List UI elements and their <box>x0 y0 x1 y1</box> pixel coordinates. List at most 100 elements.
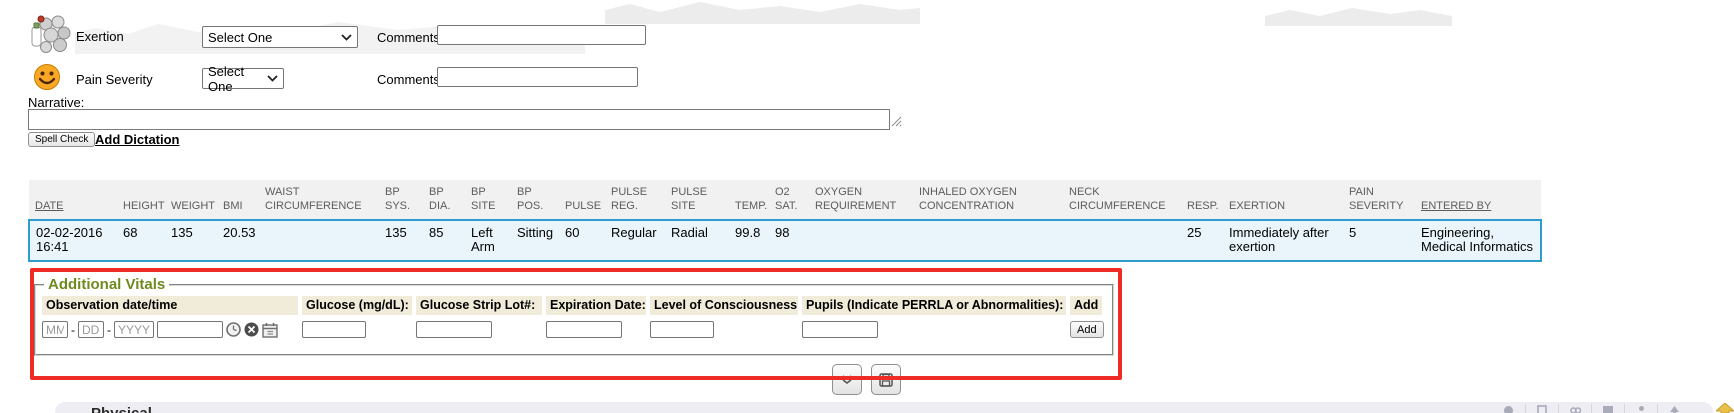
clear-x-icon <box>244 322 259 337</box>
monitor-icon <box>1603 406 1613 413</box>
add-dictation-link[interactable]: Add Dictation <box>95 132 180 147</box>
glucose-strip-lot-cell <box>416 321 542 338</box>
narrative-label: Narrative: <box>28 95 85 110</box>
col-bp-dia: BP DIA. <box>423 180 465 220</box>
glucose-input[interactable] <box>302 321 366 338</box>
col-weight: WEIGHT <box>165 180 217 220</box>
link-icon <box>1569 407 1581 413</box>
pain-comments-input[interactable] <box>437 67 638 87</box>
expiration-date-input[interactable] <box>546 321 622 338</box>
footer-toolbar-button[interactable] <box>1492 404 1525 413</box>
header-add: Add <box>1070 296 1102 315</box>
col-date[interactable]: DATE <box>29 180 117 220</box>
cell-pulse: 60 <box>559 218 605 263</box>
col-pain-severity: PAIN SEVERITY <box>1343 180 1415 220</box>
footer-toolbar-button[interactable] <box>1591 404 1624 413</box>
narrative-textarea[interactable] <box>28 109 890 130</box>
level-of-consciousness-input[interactable] <box>650 321 714 338</box>
time-picker-button[interactable] <box>226 322 241 337</box>
additional-vitals-fieldset: Additional Vitals Observation date/time … <box>34 276 1114 356</box>
cell-date: 02-02-2016 16:41 <box>28 218 117 263</box>
expiration-date-cell <box>546 321 646 338</box>
spell-check-button[interactable]: Spell Check <box>28 132 96 147</box>
col-pulse: PULSE <box>559 180 605 220</box>
cell-bp-site: Left Arm <box>465 218 511 263</box>
footer-toolbar-button[interactable] <box>1657 404 1690 413</box>
smiley-face-icon <box>34 64 60 90</box>
col-o2-sat: O2 SAT. <box>769 180 809 220</box>
cell-exertion: Immediately after exertion <box>1223 218 1343 263</box>
cell-bp-dia: 85 <box>423 218 465 263</box>
col-oxygen-requirement: OXYGEN REQUIREMENT <box>809 180 913 220</box>
save-button[interactable] <box>871 364 901 395</box>
vitals-data-row[interactable]: 02-02-2016 16:41 68 135 20.53 135 85 Lef… <box>28 218 1542 263</box>
header-level-of-consciousness: Level of Consciousness: <box>650 296 798 315</box>
footer-toolbar-button[interactable] <box>1525 404 1558 413</box>
clear-date-button[interactable] <box>244 322 259 337</box>
cell-temp: 99.8 <box>729 218 769 263</box>
col-bp-site: BP SITE <box>465 180 511 220</box>
cell-bp-sys: 135 <box>379 218 423 263</box>
exertion-comments-label: Comments <box>377 30 440 45</box>
cell-inhaled-oxygen-concentration <box>913 218 1063 263</box>
col-bmi: BMI <box>217 180 259 220</box>
exertion-weights-icon <box>31 15 71 53</box>
cell-waist-circumference <box>259 218 379 263</box>
exertion-select[interactable]: Select One <box>202 26 358 48</box>
footer-section-title: Physical <box>91 405 152 413</box>
footer-toolbar-button[interactable] <box>1624 404 1657 413</box>
document-icon <box>1537 405 1547 413</box>
day-input[interactable] <box>78 321 104 338</box>
cell-height: 68 <box>117 218 165 263</box>
col-waist-circumference: WAIST CIRCUMFERENCE <box>259 180 379 220</box>
glucose-strip-lot-input[interactable] <box>416 321 492 338</box>
cell-pulse-reg: Regular <box>605 218 665 263</box>
glucose-cell <box>302 321 412 338</box>
additional-vitals-grid: Observation date/time Glucose (mg/dL): G… <box>42 296 1106 338</box>
scroll-hint-arrow-icon[interactable] <box>1716 403 1734 413</box>
header-expiration-date: Expiration Date: <box>546 296 646 315</box>
pupils-input[interactable] <box>802 321 878 338</box>
pain-severity-select[interactable]: Select One <box>202 64 284 94</box>
time-input[interactable] <box>157 321 223 338</box>
save-disk-icon <box>879 372 893 387</box>
cell-entered-by: Engineering, Medical Informatics <box>1415 218 1542 263</box>
cell-bmi: 20.53 <box>217 218 259 263</box>
month-input[interactable] <box>42 321 68 338</box>
arrow-up-icon <box>1669 406 1679 413</box>
additional-vitals-legend: Additional Vitals <box>48 276 166 293</box>
exertion-select-value: Select One <box>208 29 273 45</box>
col-temp: TEMP. <box>729 180 769 220</box>
exertion-label: Exertion <box>76 29 124 44</box>
vitals-table: DATE HEIGHT WEIGHT BMI WAIST CIRCUMFEREN… <box>28 180 1542 263</box>
cell-oxygen-requirement <box>809 218 913 263</box>
status-circle-icon <box>1504 406 1513 413</box>
col-entered-by[interactable]: ENTERED BY <box>1415 180 1541 220</box>
date-separator: - <box>107 322 111 337</box>
expand-drawer-button[interactable] <box>832 364 862 395</box>
date-separator: - <box>71 322 75 337</box>
pain-severity-label: Pain Severity <box>76 72 153 87</box>
col-neck-circumference: NECK CIRCUMFERENCE <box>1063 180 1181 220</box>
year-input[interactable] <box>114 321 154 338</box>
calendar-picker-button[interactable] <box>262 322 278 338</box>
observation-datetime-cell: - - <box>42 321 298 338</box>
exertion-comments-input[interactable] <box>437 25 646 45</box>
pain-severity-select-value: Select One <box>208 63 245 94</box>
footer-section-bar[interactable]: Physical <box>55 402 1713 413</box>
cell-resp: 25 <box>1181 218 1223 263</box>
chevron-down-icon <box>341 33 352 41</box>
add-button[interactable]: Add <box>1070 321 1104 338</box>
cell-pulse-site: Radial <box>665 218 729 263</box>
footer-toolbar-button[interactable] <box>1558 404 1591 413</box>
user-icon <box>1638 406 1644 411</box>
header-pupils: Pupils (Indicate PERRLA or Abnormalities… <box>802 296 1066 315</box>
clock-icon <box>226 322 241 337</box>
col-pulse-site: PULSE SITE <box>665 180 729 220</box>
pain-comments-label: Comments <box>377 72 440 87</box>
col-resp: RESP. <box>1181 180 1223 220</box>
cell-o2-sat: 98 <box>769 218 809 263</box>
footer-toolbar <box>1492 404 1690 413</box>
resize-grip-icon[interactable] <box>890 113 902 127</box>
